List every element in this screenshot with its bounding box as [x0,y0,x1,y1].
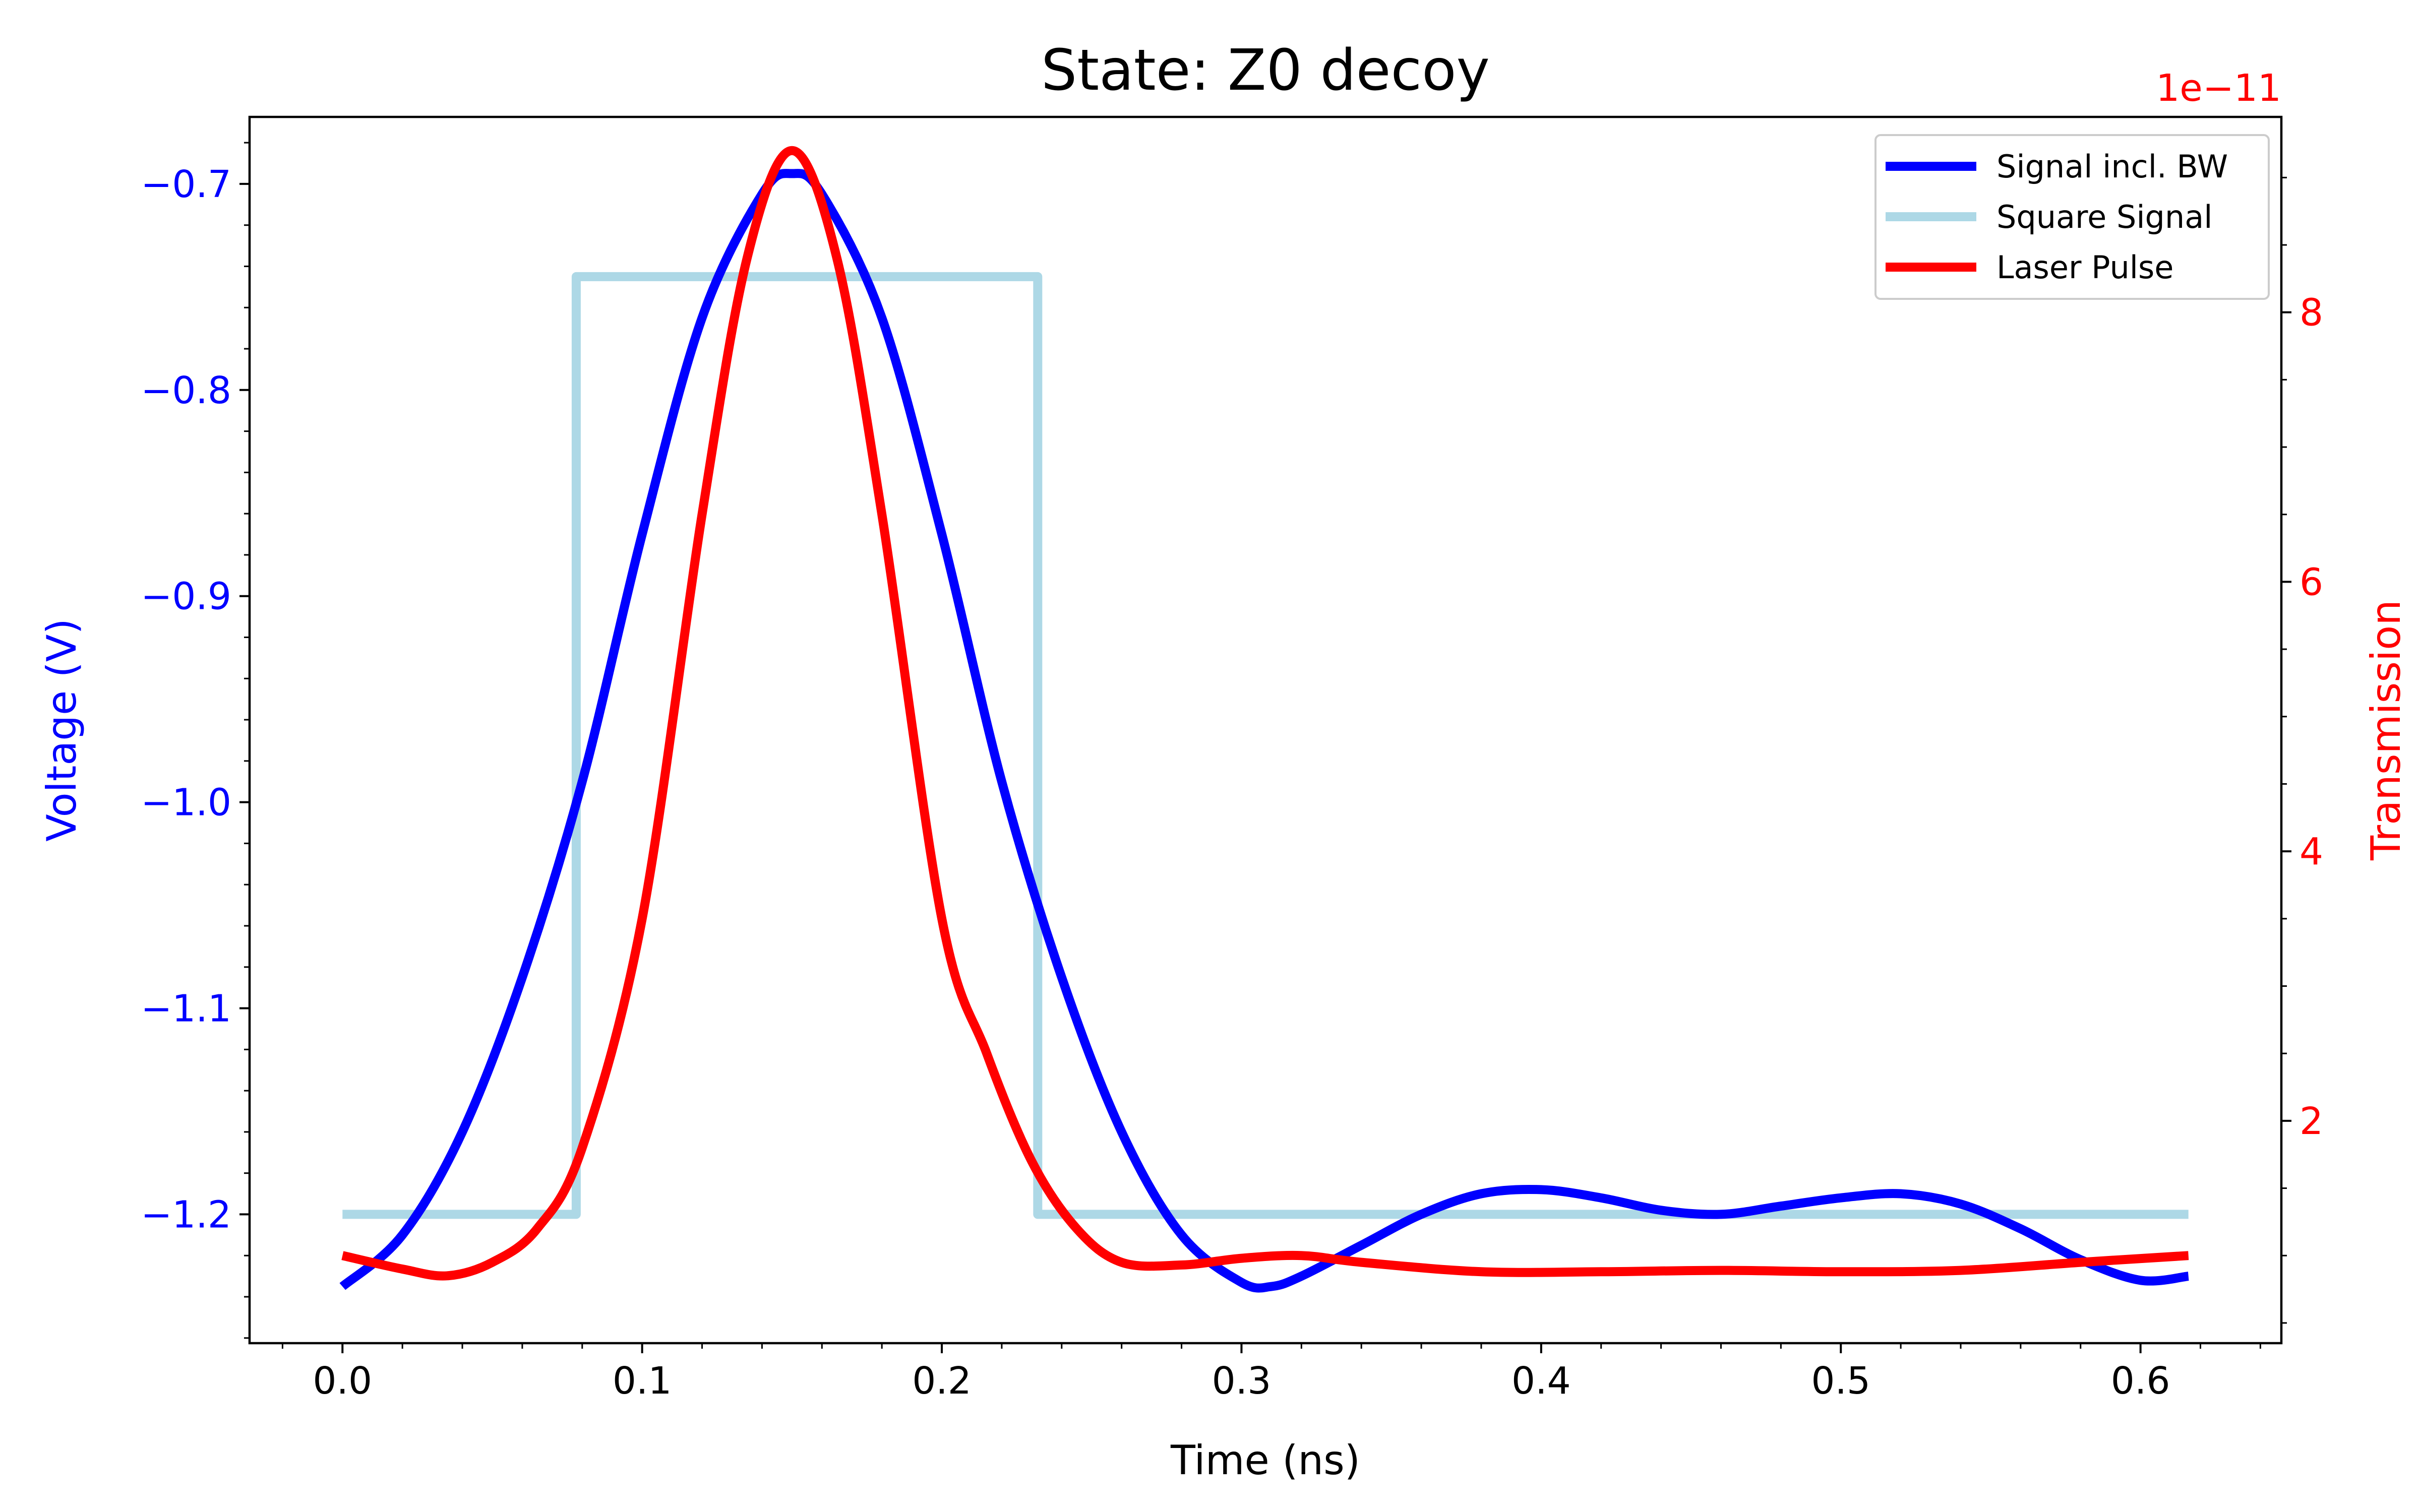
legend-box [1874,134,2270,300]
y-left-axis-title: Voltage (V) [38,618,85,842]
ticks-layer: 0.0 0.1 0.2 0.3 0.4 0.5 0.6 −1.2 −1.1 −1.0 −0.9 −0.… [141,142,2323,1403]
square-signal-line [342,272,2189,1219]
y-left-tick-label: −1.1 [141,987,231,1031]
series-layer [339,146,2189,1293]
y-left-tick-label: −0.9 [141,575,231,618]
y-right-tick-label: 4 [2300,830,2323,873]
x-tick-label: 0.2 [912,1359,972,1403]
x-tick-label: 0.4 [1511,1359,1571,1403]
x-tick-label: 0.1 [613,1359,672,1403]
right-axis-multiplier: 1e−11 [2156,67,2281,110]
signal-incl-bw-line [339,169,2189,1293]
x-tick-label: 0.6 [2111,1359,2170,1403]
y-right-tick-label: 2 [2300,1100,2323,1143]
y-left-tick-label: −0.7 [141,163,231,206]
y-left-tick-label: −0.8 [141,369,231,412]
axes-frame [248,115,2283,1345]
y-right-tick-label: 6 [2300,560,2323,604]
x-tick-label: 0.5 [1811,1359,1870,1403]
legend-label-signal-incl-bw: Signal incl. BW [1996,148,2228,185]
y-left-tick-label: −1.2 [141,1193,231,1236]
x-tick-label: 0.3 [1212,1359,1272,1403]
y-right-axis-title: Transmission [2363,600,2409,861]
y-left-tick-label: −1.0 [141,781,231,825]
legend: Signal incl. BW Square Signal Laser Puls… [1874,134,2270,300]
laser-pulse-line [341,146,2189,1281]
x-tick-label: 0.0 [313,1359,372,1403]
y-right-tick-label: 8 [2300,291,2323,335]
chart-title: State: Z0 decoy [1041,38,1490,103]
legend-label-laser-pulse: Laser Pulse [1996,249,2173,286]
legend-label-square-signal: Square Signal [1996,199,2212,235]
x-axis-title: Time (ns) [1170,1437,1360,1484]
